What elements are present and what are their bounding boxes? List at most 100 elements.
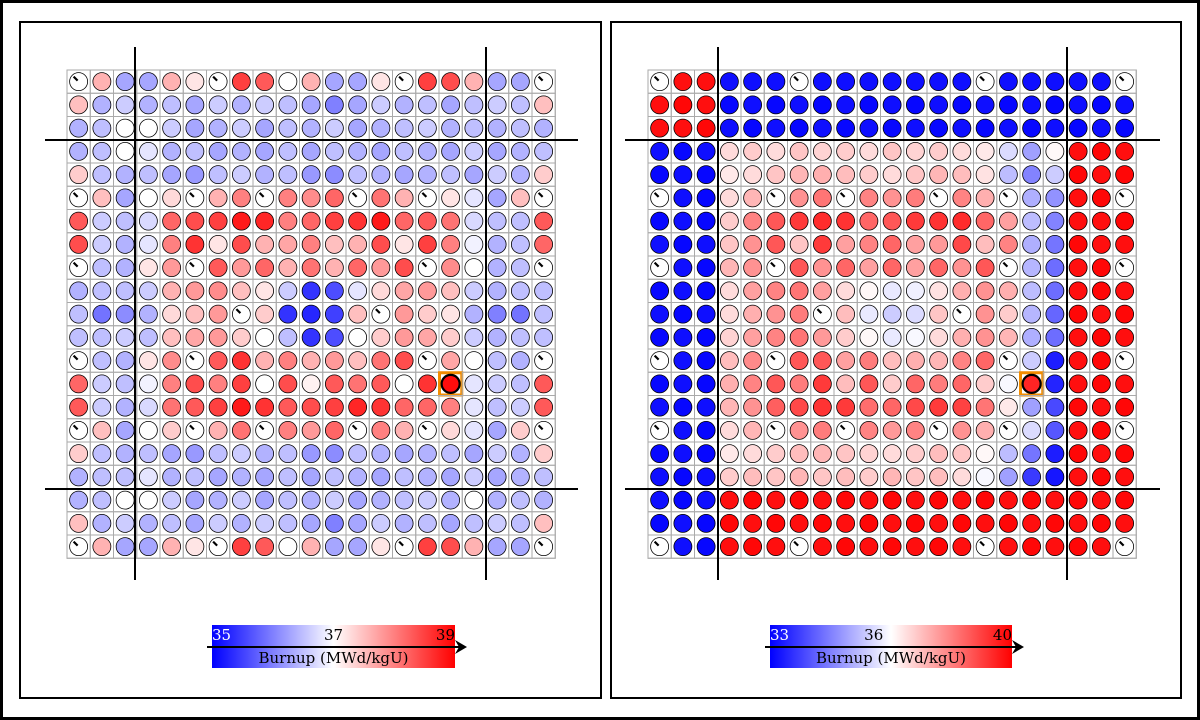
guide-tube-mark xyxy=(235,308,242,314)
fuel-pin xyxy=(185,397,205,417)
fuel-pin xyxy=(324,141,344,161)
guide-tube-mark xyxy=(1118,75,1125,82)
fuel-pin xyxy=(929,211,949,231)
fuel-pin xyxy=(998,118,1018,138)
fuel-pin xyxy=(115,327,135,347)
fuel-pin xyxy=(836,118,856,138)
guide-tube xyxy=(650,420,670,440)
fuel-pin xyxy=(673,281,693,301)
fuel-pin xyxy=(185,118,205,138)
fuel-pin xyxy=(929,281,949,301)
fuel-pin xyxy=(952,397,972,417)
fuel-pin xyxy=(464,165,484,185)
fuel-pin xyxy=(836,165,856,185)
guide-tube-mark xyxy=(72,261,79,268)
fuel-pin xyxy=(1091,118,1111,138)
fuel-pin xyxy=(789,467,809,487)
fuel-pin xyxy=(208,281,228,301)
fuel-pin xyxy=(69,165,89,185)
fuel-pin xyxy=(510,327,530,347)
fuel-pin xyxy=(952,444,972,464)
fuel-pin xyxy=(231,258,251,278)
fuel-pin xyxy=(115,420,135,440)
fuel-pin xyxy=(441,188,461,208)
guide-tube xyxy=(208,72,228,92)
fuel-pin xyxy=(185,165,205,185)
guide-tube xyxy=(952,304,972,324)
fuel-pin xyxy=(185,95,205,115)
fuel-pin xyxy=(929,327,949,347)
fuel-pin xyxy=(278,258,298,278)
fuel-pin xyxy=(766,141,786,161)
fuel-pin xyxy=(324,258,344,278)
fuel-pin xyxy=(441,444,461,464)
fuel-pin xyxy=(278,234,298,254)
fuel-pin xyxy=(1045,420,1065,440)
guide-tube xyxy=(534,258,554,278)
fuel-pin xyxy=(673,420,693,440)
fuel-pin xyxy=(487,141,507,161)
guide-tube xyxy=(650,188,670,208)
fuel-pin xyxy=(1045,467,1065,487)
fuel-pin xyxy=(162,327,182,347)
fuel-pin xyxy=(510,537,530,557)
fuel-pin xyxy=(766,490,786,510)
fuel-pin xyxy=(743,95,763,115)
fuel-pin xyxy=(371,420,391,440)
fuel-pin xyxy=(812,258,832,278)
fuel-pin xyxy=(278,165,298,185)
fuel-pin xyxy=(115,490,135,510)
guide-tube-mark xyxy=(72,354,79,361)
fuel-pin xyxy=(1045,490,1065,510)
guide-tube xyxy=(836,420,856,440)
fuel-pin xyxy=(185,281,205,301)
fuel-pin xyxy=(812,141,832,161)
fuel-pin xyxy=(1022,327,1042,347)
guide-tube xyxy=(812,304,832,324)
fuel-pin xyxy=(766,374,786,394)
fuel-pin xyxy=(812,327,832,347)
fuel-pin xyxy=(975,188,995,208)
fuel-pin xyxy=(231,95,251,115)
fuel-pin xyxy=(650,374,670,394)
fuel-pin xyxy=(952,188,972,208)
fuel-pin xyxy=(859,537,879,557)
fuel-pin xyxy=(929,234,949,254)
fuel-pin xyxy=(162,397,182,417)
fuel-pin xyxy=(673,351,693,371)
fuel-pin xyxy=(534,118,554,138)
fuel-pin xyxy=(975,351,995,371)
fuel-pin xyxy=(464,118,484,138)
fuel-pin xyxy=(301,444,321,464)
fuel-pin xyxy=(1022,95,1042,115)
fuel-pin xyxy=(719,188,739,208)
fuel-pin xyxy=(464,397,484,417)
fuel-pin xyxy=(278,513,298,533)
fuel-pin xyxy=(231,537,251,557)
fuel-pin xyxy=(301,72,321,92)
fuel-pin xyxy=(417,467,437,487)
fuel-pin xyxy=(859,351,879,371)
fuel-pin xyxy=(650,141,670,161)
fuel-pin xyxy=(69,444,89,464)
guide-tube xyxy=(998,188,1018,208)
fuel-pin xyxy=(859,281,879,301)
fuel-pin xyxy=(162,211,182,231)
fuel-pin xyxy=(696,95,716,115)
fuel-pin xyxy=(115,304,135,324)
fuel-pin xyxy=(696,211,716,231)
fuel-pin xyxy=(138,165,158,185)
fuel-pin xyxy=(975,490,995,510)
fuel-pin xyxy=(650,513,670,533)
fuel-pin xyxy=(487,467,507,487)
fuel-pin xyxy=(650,397,670,417)
fuel-pin xyxy=(231,513,251,533)
fuel-pin xyxy=(138,95,158,115)
fuel-pin xyxy=(836,327,856,347)
fuel-pin xyxy=(185,234,205,254)
fuel-pin xyxy=(859,327,879,347)
guide-tube-mark xyxy=(537,192,544,198)
fuel-pin xyxy=(719,281,739,301)
fuel-pin xyxy=(743,211,763,231)
fuel-pin xyxy=(882,258,902,278)
